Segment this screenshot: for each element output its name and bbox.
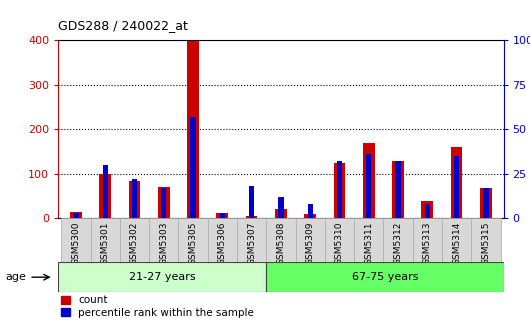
Bar [354,218,383,262]
Bar [208,218,237,262]
Bar [366,154,372,218]
Text: GSM5310: GSM5310 [335,222,344,265]
Bar [395,161,401,218]
Bar [161,188,166,218]
Bar [480,188,492,218]
Bar [58,262,266,292]
Bar [383,218,413,262]
Bar [296,218,325,262]
Bar [102,165,108,218]
Text: GSM5315: GSM5315 [481,222,490,265]
Text: age: age [5,272,26,282]
Bar [187,41,199,218]
Bar [91,218,120,262]
Bar [179,218,208,262]
Bar [249,186,254,218]
Text: GSM5302: GSM5302 [130,222,139,265]
Text: GSM5300: GSM5300 [72,222,81,265]
Bar [120,218,149,262]
Bar [471,218,500,262]
Text: GSM5313: GSM5313 [423,222,432,265]
Text: GSM5306: GSM5306 [218,222,227,265]
Bar [278,197,284,218]
Bar [266,262,504,292]
Text: GSM5312: GSM5312 [394,222,403,265]
Bar [413,218,442,262]
Text: GSM5311: GSM5311 [364,222,373,265]
Text: 67-75 years: 67-75 years [351,272,418,282]
Text: GSM5308: GSM5308 [277,222,285,265]
Bar [483,188,489,218]
Bar [219,213,225,218]
Bar [99,174,111,218]
Bar [246,216,258,218]
Bar [158,187,170,218]
Bar [337,161,342,218]
Text: GSM5303: GSM5303 [159,222,168,265]
Bar [73,213,78,218]
Legend: count, percentile rank within the sample: count, percentile rank within the sample [59,293,256,320]
Bar [304,214,316,218]
Text: GSM5305: GSM5305 [189,222,198,265]
Text: GSM5307: GSM5307 [247,222,256,265]
Bar [307,204,313,218]
Bar [421,202,433,218]
Text: 21-27 years: 21-27 years [129,272,196,282]
Bar [237,218,266,262]
Bar [61,218,91,262]
Bar [325,218,354,262]
Bar [149,218,179,262]
Bar [266,218,296,262]
Text: GSM5314: GSM5314 [452,222,461,265]
Bar [392,161,404,218]
Bar [129,180,140,218]
Bar [190,117,196,218]
Text: GDS288 / 240022_at: GDS288 / 240022_at [58,19,188,32]
Bar [363,143,375,218]
Bar [454,156,460,218]
Bar [70,212,82,218]
Bar [275,209,287,218]
Bar [425,204,430,218]
Bar [216,213,228,218]
Bar [451,147,463,218]
Text: GSM5309: GSM5309 [306,222,315,265]
Bar [132,179,137,218]
Text: GSM5301: GSM5301 [101,222,110,265]
Bar [442,218,471,262]
Bar [333,163,346,218]
